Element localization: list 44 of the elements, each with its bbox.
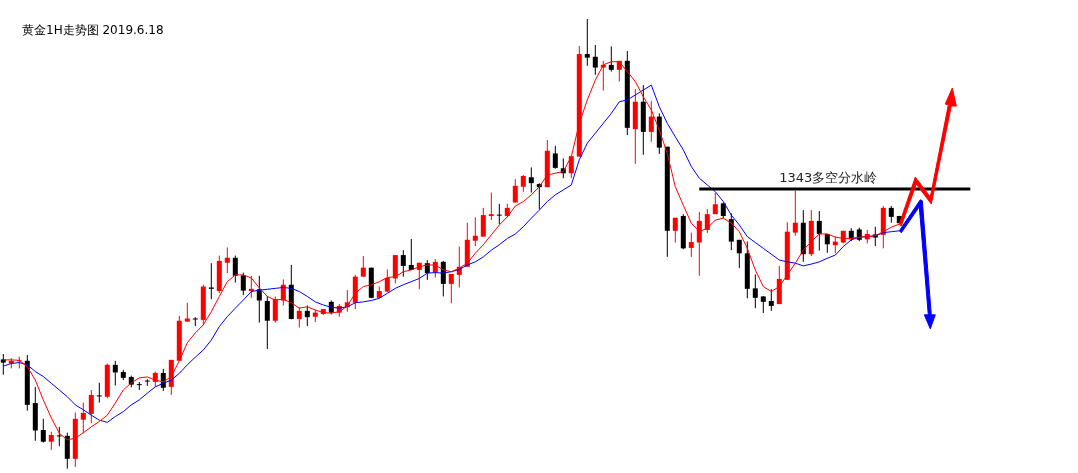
candlestick: [184, 302, 190, 323]
candlestick: [688, 232, 694, 258]
candlestick: [304, 304, 310, 327]
candlestick: [792, 190, 798, 237]
chart-title: 黄金1H走势图 2019.6.18: [22, 23, 164, 37]
candlestick: [80, 402, 86, 434]
candlestick: [528, 166, 534, 194]
candlestick: [816, 210, 822, 252]
candlestick: [608, 45, 614, 73]
candlestick: [568, 155, 574, 179]
candlestick: [232, 255, 238, 284]
candlestick: [728, 212, 734, 251]
candlestick: [360, 255, 366, 278]
candlestick: [392, 254, 398, 284]
candlestick: [448, 273, 454, 304]
candlestick: [488, 192, 494, 221]
candlestick: [264, 295, 270, 350]
candlestick: [496, 203, 502, 225]
candlestick: [240, 272, 246, 296]
candlestick: [552, 145, 558, 170]
candlestick: [64, 432, 70, 470]
ref-line-label: 1343多空分水岭: [779, 169, 878, 185]
candlestick: [480, 207, 486, 238]
candlestick: [88, 389, 94, 424]
candlestick: [96, 382, 102, 404]
candlestick: [704, 208, 710, 234]
candlestick: [256, 275, 262, 324]
candlestick: [472, 216, 478, 247]
candlestick: [696, 211, 702, 277]
candlestick: [768, 288, 774, 312]
candlestick: [40, 418, 46, 444]
candlestick: [272, 295, 278, 324]
candlestick: [672, 217, 678, 243]
candlestick: [112, 360, 118, 387]
candlestick: [296, 306, 302, 328]
candlestick: [400, 249, 406, 278]
candlestick: [648, 100, 654, 143]
candlestick: [592, 44, 598, 76]
candlestick: [224, 246, 230, 274]
candlestick: [208, 262, 214, 300]
candlestick: [752, 273, 758, 309]
candlestick: [736, 239, 742, 269]
candlestick: [584, 18, 590, 67]
candlestick: [512, 178, 518, 203]
